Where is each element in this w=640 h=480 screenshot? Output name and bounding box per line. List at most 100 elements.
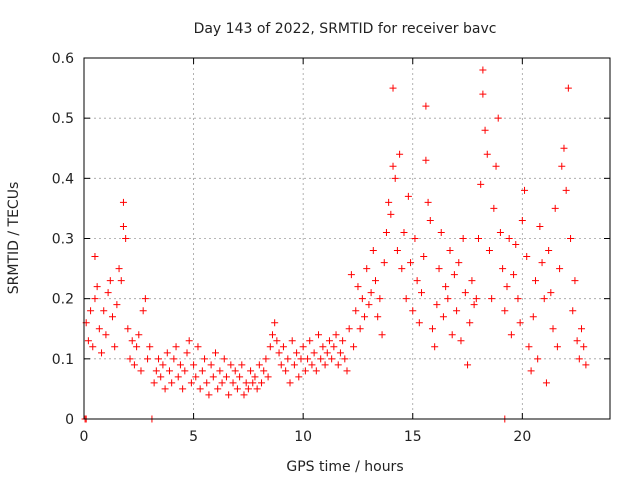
y-tick-labels: 0 0.1 0.2 0.3 0.4 0.5 0.6 bbox=[52, 51, 74, 428]
data-point bbox=[569, 307, 577, 315]
data-point bbox=[183, 349, 191, 357]
data-point bbox=[310, 349, 318, 357]
data-point bbox=[422, 102, 430, 110]
data-point bbox=[194, 343, 202, 351]
data-point bbox=[527, 367, 535, 375]
data-point bbox=[525, 343, 533, 351]
data-point bbox=[122, 235, 130, 242]
data-point bbox=[185, 337, 193, 345]
data-point bbox=[297, 355, 305, 363]
data-point bbox=[542, 379, 550, 387]
y-tick-label: 0.4 bbox=[52, 171, 74, 187]
data-point bbox=[492, 162, 500, 170]
data-point bbox=[187, 379, 195, 387]
data-point bbox=[488, 295, 496, 303]
x-tick-label: 10 bbox=[294, 429, 312, 445]
data-point bbox=[293, 349, 301, 357]
data-point bbox=[578, 325, 586, 333]
data-point bbox=[282, 367, 290, 375]
data-point bbox=[146, 343, 154, 351]
data-point bbox=[472, 295, 480, 303]
data-point bbox=[260, 367, 268, 375]
data-point bbox=[479, 90, 487, 98]
data-point bbox=[378, 331, 386, 339]
data-point bbox=[203, 379, 211, 387]
data-point bbox=[190, 361, 198, 369]
data-point bbox=[575, 355, 583, 363]
data-point bbox=[247, 367, 255, 375]
data-point bbox=[161, 385, 169, 393]
data-point bbox=[345, 325, 353, 333]
data-point bbox=[536, 222, 544, 230]
data-point bbox=[398, 265, 406, 273]
data-point bbox=[457, 337, 465, 345]
data-point bbox=[389, 84, 397, 92]
data-point bbox=[343, 367, 351, 375]
data-point bbox=[155, 355, 163, 363]
data-point bbox=[461, 289, 469, 297]
data-point bbox=[113, 301, 121, 309]
data-point bbox=[387, 210, 395, 218]
data-point bbox=[545, 247, 553, 255]
data-points bbox=[81, 66, 590, 423]
data-point bbox=[361, 313, 369, 321]
data-point bbox=[363, 265, 371, 273]
data-point bbox=[240, 391, 248, 399]
data-point bbox=[433, 301, 441, 309]
data-point bbox=[325, 337, 333, 345]
data-point bbox=[279, 343, 287, 351]
data-point bbox=[317, 355, 325, 363]
data-point bbox=[453, 307, 461, 315]
data-point bbox=[130, 361, 138, 369]
data-point bbox=[439, 313, 447, 321]
data-point bbox=[201, 355, 209, 363]
data-point bbox=[139, 307, 147, 315]
data-point bbox=[227, 361, 235, 369]
data-point bbox=[540, 295, 548, 303]
data-point bbox=[111, 343, 119, 351]
data-point bbox=[104, 289, 112, 297]
data-point bbox=[411, 235, 419, 242]
data-point bbox=[255, 361, 263, 369]
data-point bbox=[396, 150, 404, 158]
chart-title: Day 143 of 2022, SRMTID for receiver bav… bbox=[194, 21, 497, 37]
data-point bbox=[376, 295, 384, 303]
data-point bbox=[507, 331, 515, 339]
data-point bbox=[137, 367, 145, 375]
x-tick-label: 5 bbox=[189, 429, 198, 445]
data-point bbox=[422, 156, 430, 164]
data-point bbox=[299, 343, 307, 351]
data-point bbox=[547, 289, 555, 297]
data-point bbox=[119, 198, 127, 206]
data-point bbox=[339, 337, 347, 345]
data-point bbox=[277, 361, 285, 369]
data-point bbox=[475, 235, 482, 242]
data-point bbox=[428, 325, 436, 333]
data-point bbox=[93, 283, 101, 291]
data-point bbox=[424, 198, 432, 206]
data-point bbox=[571, 277, 579, 285]
data-point bbox=[385, 198, 393, 206]
data-point bbox=[468, 277, 476, 285]
data-point bbox=[391, 174, 399, 182]
data-point bbox=[380, 259, 388, 267]
data-point bbox=[108, 313, 116, 321]
data-point bbox=[564, 84, 572, 92]
data-point bbox=[466, 319, 474, 327]
data-point bbox=[328, 355, 336, 363]
data-point bbox=[312, 367, 320, 375]
x-axis-label: GPS time / hours bbox=[286, 459, 403, 475]
y-tick-label: 0.6 bbox=[52, 51, 74, 67]
data-point bbox=[323, 349, 331, 357]
data-point bbox=[124, 325, 132, 333]
data-point bbox=[128, 337, 136, 345]
data-point bbox=[464, 361, 472, 369]
data-point bbox=[409, 307, 417, 315]
data-point bbox=[503, 283, 511, 291]
data-point bbox=[420, 253, 428, 261]
data-point bbox=[521, 186, 529, 194]
data-point bbox=[290, 361, 298, 369]
data-point bbox=[400, 228, 408, 236]
